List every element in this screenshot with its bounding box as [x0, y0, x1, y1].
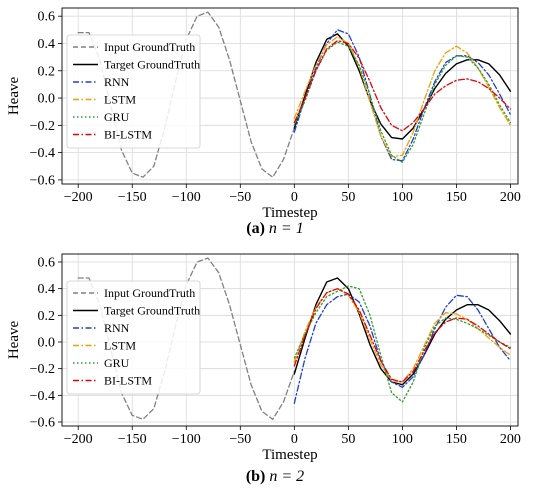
x-tick-label: −200 — [64, 190, 93, 205]
y-tick-label: 0.6 — [38, 256, 56, 271]
y-tick-label: −0.6 — [30, 416, 55, 431]
y-tick-label: −0.2 — [30, 362, 55, 377]
legend-label: BI-LSTM — [104, 374, 152, 388]
y-tick-label: −0.2 — [30, 119, 55, 134]
chart-panel-2: −200 −150 −100 −50 0 50 100 150 200 −0.6 −0.4 −0.2 0… — [6, 253, 521, 485]
x-tick-label: −200 — [64, 432, 93, 447]
y-tick-label: 0.2 — [38, 64, 56, 79]
legend-label: LSTM — [104, 93, 136, 107]
chart-panel-1: −200 −150 −100 −50 0 50 100 150 200 −0.6 −0.4 −0.2 0… — [6, 7, 521, 237]
legend-label: Input GroundTruth — [104, 40, 195, 54]
legend-label: RNN — [104, 321, 130, 335]
legend-label: GRU — [104, 356, 130, 370]
y-tick-label: −0.6 — [30, 173, 55, 188]
y-axis-label: Heave — [6, 77, 22, 116]
x-tick-label: 0 — [291, 190, 298, 205]
y-tick-label: −0.4 — [30, 389, 55, 404]
x-tick-label: 150 — [446, 432, 467, 447]
y-tick-label: 0.2 — [38, 309, 56, 324]
figure-caption: (b) n = 2 — [246, 468, 304, 485]
series-line-rnn — [293, 293, 512, 404]
figure-caption: (a) n = 1 — [246, 220, 303, 237]
legend-label: Target GroundTruth — [104, 58, 200, 72]
legend-label: GRU — [104, 110, 130, 124]
x-tick-label: 50 — [341, 432, 355, 447]
y-tick-label: 0.4 — [38, 37, 56, 52]
x-tick-label: 150 — [446, 190, 467, 205]
x-tick-label: −150 — [118, 432, 147, 447]
x-tick-label: −100 — [172, 432, 201, 447]
series-line-rnn — [293, 29, 512, 162]
x-tick-label: 200 — [500, 190, 521, 205]
series-line-gru — [293, 285, 512, 403]
x-tick-label: −50 — [229, 190, 251, 205]
x-tick-label: −50 — [229, 432, 251, 447]
x-tick-label: −150 — [118, 190, 147, 205]
series-line-gru — [293, 41, 512, 163]
x-tick-label: 50 — [341, 190, 355, 205]
legend-box — [66, 280, 201, 395]
legend-label: Input GroundTruth — [104, 286, 195, 300]
series-line-bi-lstm — [293, 288, 512, 383]
x-tick-label: 0 — [291, 432, 298, 447]
series-line-target-groundtruth — [293, 33, 512, 140]
y-axis-label: Heave — [6, 321, 22, 360]
y-tick-label: 0.6 — [38, 10, 56, 25]
series-line-bi-lstm — [293, 40, 512, 132]
legend-label: Target GroundTruth — [104, 304, 200, 318]
legend-label: LSTM — [104, 339, 136, 353]
x-tick-label: 200 — [500, 432, 521, 447]
plot-frame — [61, 253, 519, 427]
y-tick-label: 0.0 — [38, 92, 56, 107]
y-tick-label: −0.4 — [30, 146, 55, 161]
x-tick-label: 100 — [392, 432, 413, 447]
x-tick-label: −100 — [172, 190, 201, 205]
x-tick-label: 100 — [392, 190, 413, 205]
y-tick-label: 0.4 — [38, 282, 56, 297]
series-line-lstm — [293, 36, 512, 158]
legend-label: RNN — [104, 75, 130, 89]
legend-label: BI-LSTM — [104, 128, 152, 142]
x-axis-label: Timestep — [262, 447, 317, 463]
y-tick-label: 0.0 — [38, 336, 56, 351]
x-axis-label: Timestep — [262, 205, 317, 221]
plot-frame — [61, 7, 519, 185]
legend-box — [66, 34, 201, 149]
